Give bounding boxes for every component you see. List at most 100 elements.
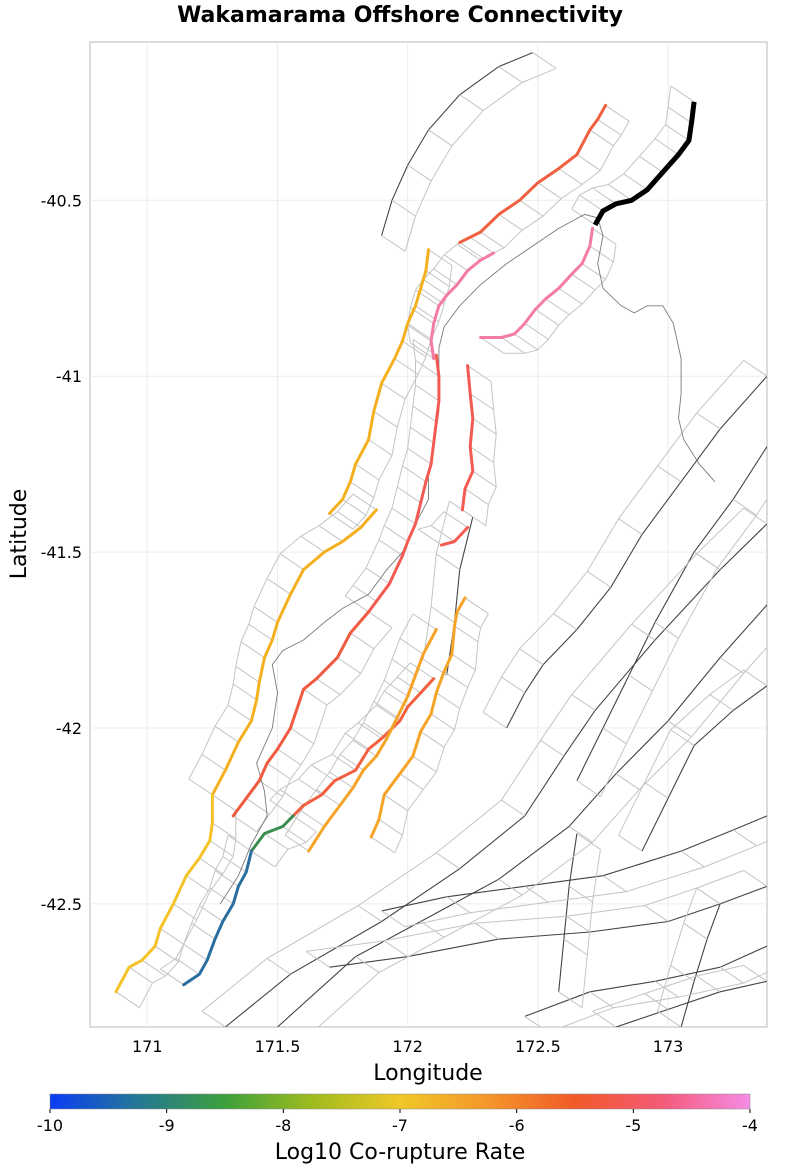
subsection-rung bbox=[417, 528, 442, 546]
context-fault-trace bbox=[680, 903, 721, 1027]
subsection-outline bbox=[344, 339, 416, 597]
context-fault-trace bbox=[641, 685, 767, 852]
subsection-rung bbox=[436, 553, 461, 571]
subsection-rung bbox=[365, 567, 390, 585]
subsection-rung bbox=[266, 762, 291, 780]
subsection-rung bbox=[766, 815, 767, 817]
subsection-rung bbox=[292, 815, 317, 833]
subsection-rung bbox=[436, 692, 461, 710]
subsection-rung bbox=[412, 405, 437, 423]
subsection-outline bbox=[482, 360, 744, 713]
subsection-rung bbox=[381, 235, 406, 252]
colorbar bbox=[49, 1093, 751, 1110]
subsection-outline bbox=[201, 507, 744, 1012]
subsection-rung bbox=[201, 753, 226, 771]
subsection-rung bbox=[420, 287, 445, 305]
subsection-rung bbox=[587, 571, 612, 588]
subsection-rung bbox=[532, 52, 557, 69]
subsection-outline bbox=[657, 887, 698, 1012]
subsection-rung bbox=[605, 104, 630, 122]
subsection-outline bbox=[581, 849, 601, 1008]
subsection-rung bbox=[467, 365, 492, 382]
subsection-rung bbox=[264, 833, 289, 850]
subsection-rung bbox=[391, 658, 416, 676]
subsection-rung bbox=[644, 905, 669, 922]
subsection-rung bbox=[472, 470, 497, 488]
subsection-rung bbox=[282, 826, 307, 843]
subsection-rung bbox=[480, 231, 505, 249]
subsection-rung bbox=[743, 669, 767, 687]
subsection-rung bbox=[409, 426, 434, 444]
subsection-rung bbox=[571, 273, 596, 291]
subsection-rung bbox=[355, 463, 380, 481]
subsection-rung bbox=[644, 993, 669, 1010]
subsection-rung bbox=[402, 340, 427, 358]
subsection-rung bbox=[115, 991, 140, 1009]
fault-trace-7 bbox=[291, 677, 436, 818]
subsection-rung bbox=[498, 213, 523, 231]
subsection-rung bbox=[696, 975, 721, 993]
subsection-rung bbox=[618, 518, 643, 535]
colorbar-tick-label: -10 bbox=[37, 1116, 63, 1135]
fault-trace-14 bbox=[114, 793, 214, 994]
subsection-rung bbox=[199, 857, 224, 875]
x-axis-label: Longitude bbox=[373, 1061, 482, 1086]
subsection-rung bbox=[240, 641, 265, 659]
subsection-rung bbox=[719, 657, 744, 674]
context-fault-trace bbox=[446, 516, 474, 676]
subsection-rung bbox=[501, 337, 526, 354]
subsection-rung bbox=[482, 711, 507, 729]
subsection-rung bbox=[430, 525, 455, 542]
fault-network-context bbox=[115, 52, 767, 1027]
subsection-rung bbox=[383, 680, 408, 697]
subsection-rung bbox=[446, 896, 471, 914]
subsection-rung bbox=[407, 324, 432, 342]
fault-trace-9 bbox=[182, 849, 253, 987]
subsection-rung bbox=[329, 771, 354, 789]
subsection-rung bbox=[214, 725, 239, 743]
subsection-rung bbox=[352, 739, 377, 757]
subsection-rung bbox=[352, 493, 377, 511]
subsection-rung bbox=[568, 826, 593, 843]
subsection-rung bbox=[568, 885, 593, 903]
subsection-rung bbox=[571, 694, 596, 711]
subsection-rung bbox=[475, 922, 500, 940]
subsection-rung bbox=[597, 118, 622, 136]
fault-trace-12 bbox=[328, 248, 430, 515]
subsection-rung bbox=[391, 507, 416, 525]
y-tick-label: -41 bbox=[56, 367, 82, 386]
subsection-rung bbox=[399, 773, 424, 790]
subsection-rung bbox=[469, 393, 494, 411]
subsection-rung bbox=[430, 606, 455, 623]
subsection-rung bbox=[141, 959, 166, 977]
subsection-rung bbox=[300, 535, 325, 553]
subsection-rung bbox=[394, 358, 419, 375]
context-fault-trace bbox=[524, 945, 767, 1017]
subsection-rung bbox=[537, 182, 562, 199]
subsection-rung bbox=[399, 637, 424, 655]
subsection-rung bbox=[618, 834, 643, 852]
subsection-rung bbox=[337, 657, 362, 674]
subsection-rung bbox=[602, 727, 627, 745]
subsection-rung bbox=[227, 704, 252, 722]
subsection-rung bbox=[420, 921, 445, 938]
subsection-rung bbox=[214, 870, 239, 887]
y-tick-label: -40.5 bbox=[41, 191, 82, 210]
subsection-outline bbox=[422, 500, 450, 660]
subsection-rung bbox=[667, 720, 692, 738]
fault-trace-1 bbox=[429, 251, 496, 361]
y-axis-label: Latitude bbox=[7, 489, 32, 580]
subsection-rung bbox=[766, 604, 767, 606]
subsection-rung bbox=[428, 129, 453, 147]
subsection-rung bbox=[501, 676, 526, 694]
subsection-rung bbox=[464, 488, 489, 506]
subsection-rung bbox=[571, 208, 596, 226]
subsection-rung bbox=[670, 85, 695, 103]
colorbar-tick-label: -6 bbox=[509, 1116, 525, 1135]
subsection-rung bbox=[654, 622, 679, 639]
context-fault-trace bbox=[381, 52, 533, 236]
subsection-rung bbox=[191, 922, 216, 940]
subsection-rung bbox=[665, 124, 690, 141]
colorbar-tick-label: -5 bbox=[625, 1116, 641, 1135]
subsection-rung bbox=[303, 688, 328, 706]
